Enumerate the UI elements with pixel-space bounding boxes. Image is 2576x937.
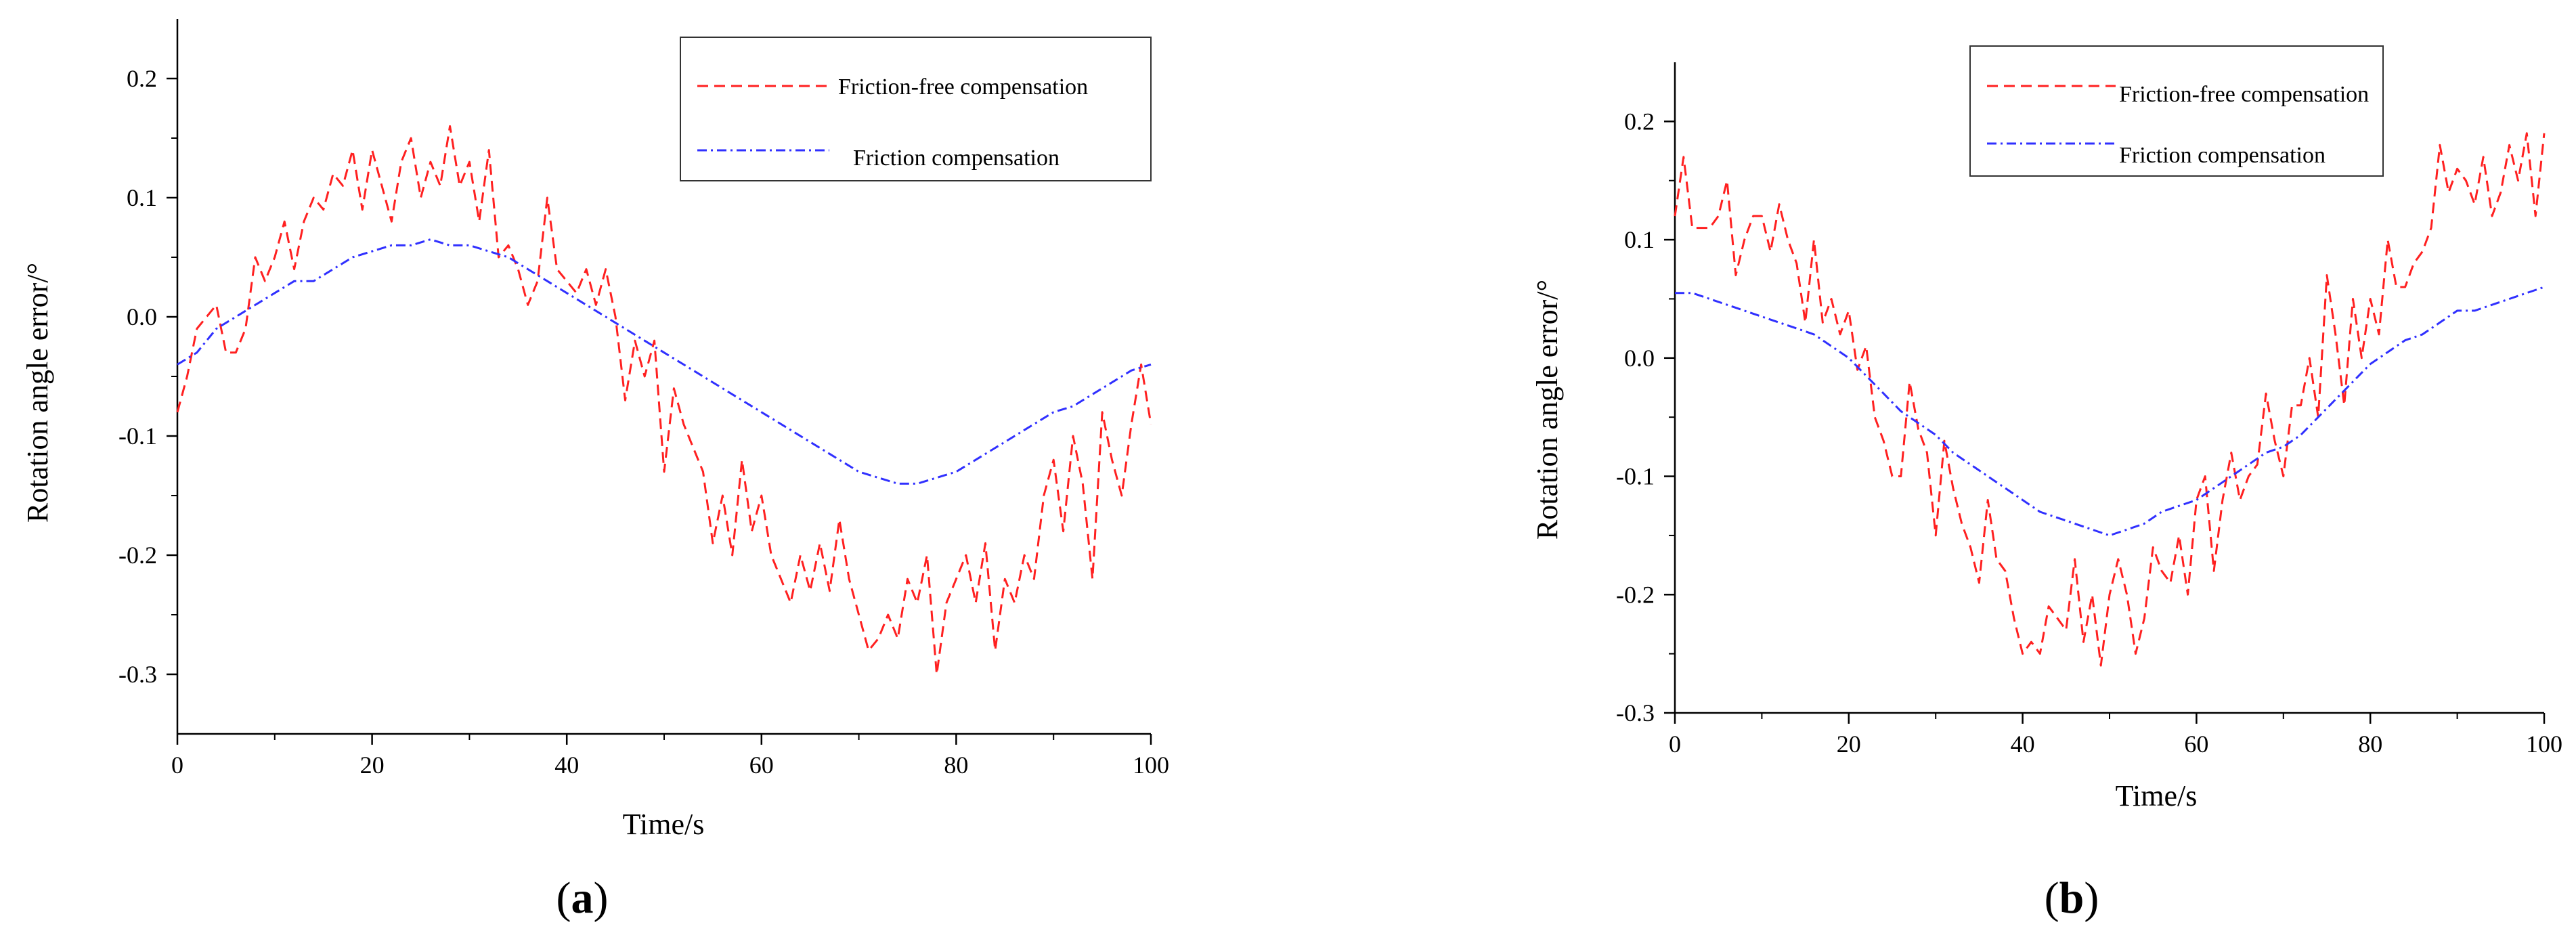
chart-b-legend-label-friction-free: Friction-free compensation (2119, 82, 2369, 107)
chart-a-y-tick-label: 0.1 (127, 184, 157, 211)
chart-b-panel-label: (b) (2045, 873, 2099, 923)
chart-b-marks: 0 20 40 60 80 100 0.2 0.1 0.0 -0.1 -0.2 -0.3 (1616, 62, 2562, 758)
chart-a-y-tick-label: -0.3 (118, 661, 157, 688)
chart-b-series-line-friction (1675, 286, 2545, 537)
chart-a-x-tick-label: 100 (1133, 751, 1169, 779)
chart-panel-b: 0 20 40 60 80 100 0.2 0.1 0.0 -0.1 -0.2 -0.3 Fricti… (1531, 45, 2562, 923)
chart-b-x-tick-label: 60 (2184, 731, 2208, 758)
chart-b-series-line-friction-free (1674, 132, 2546, 667)
chart-a-legend-label-friction: Friction compensation (853, 146, 1060, 171)
chart-b-y-tick-label: 0.2 (1624, 108, 1655, 135)
chart-b-legend (1969, 45, 2384, 177)
chart-b-x-tick-label: 80 (2358, 731, 2382, 758)
chart-a-legend-label-friction-free: Friction-free compensation (838, 74, 1088, 100)
chart-b-y-tick-label: 0.1 (1624, 226, 1655, 253)
chart-a-panel-label: (a) (556, 873, 609, 923)
chart-b-legend-label-friction: Friction compensation (2119, 143, 2326, 168)
chart-a-legend (680, 37, 1152, 181)
chart-b-x-tick-label: 0 (1669, 731, 1681, 758)
chart-a-y-tick-label: 0.0 (127, 303, 157, 330)
chart-b-y-tick-label: -0.2 (1616, 581, 1655, 608)
chart-a-y-tick-label: 0.2 (127, 65, 157, 92)
chart-b-x-tick-label: 40 (2011, 731, 2035, 758)
chart-a-x-tick-label: 0 (171, 751, 183, 779)
chart-a-y-tick-label: -0.1 (118, 422, 157, 450)
chart-a-y-tick-label: -0.2 (118, 542, 157, 569)
chart-a-x-tick-label: 40 (554, 751, 579, 779)
chart-a-x-tick-label: 20 (360, 751, 385, 779)
chart-a-x-axis-label: Time/s (623, 808, 705, 841)
chart-b-x-tick-label: 20 (1837, 731, 1861, 758)
chart-b-y-tick-label: 0.0 (1624, 345, 1655, 372)
chart-a-series-line-friction (177, 238, 1152, 485)
chart-b-y-tick-label: -0.3 (1616, 699, 1655, 726)
chart-a-x-tick-label: 80 (944, 751, 968, 779)
chart-b-y-axis-label: Rotation angle error/° (1531, 280, 1564, 540)
chart-a-y-axis-label: Rotation angle error/° (21, 263, 54, 523)
chart-b-x-tick-label: 100 (2526, 731, 2562, 758)
chart-a-marks: 0 20 40 60 80 100 0.2 0.1 0.0 -0.1 -0.2 -0.3 (118, 19, 1169, 779)
chart-b-y-tick-label: -0.1 (1616, 463, 1655, 490)
chart-b-x-axis-label: Time/s (2116, 779, 2198, 812)
chart-panel-a: 0 20 40 60 80 100 0.2 0.1 0.0 -0.1 -0.2 -0.3 Fricti… (21, 19, 1169, 923)
chart-a-x-tick-label: 60 (749, 751, 774, 779)
chart-a-series-line-friction-free (176, 125, 1152, 676)
